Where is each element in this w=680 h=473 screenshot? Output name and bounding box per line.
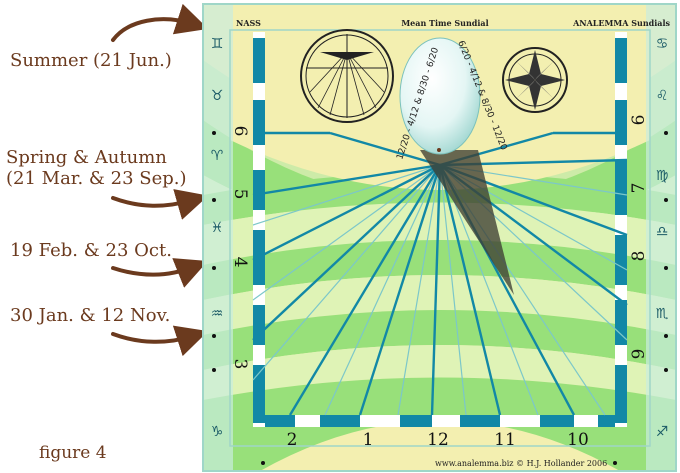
zodiac-signs: ♊ ♉ ♈ ♓ ♒ ♑ ♋ ♌ ♍ ♎ ♏ ♐ — [211, 36, 669, 440]
analemma-egg — [399, 37, 481, 155]
feb-oct-arrow — [111, 258, 208, 288]
hour-numeral-right: 7 — [629, 183, 649, 194]
hour-numerals: 6 5 4 3 6 7 8 9 2 1 12 11 10 — [230, 115, 649, 450]
edge-dot — [212, 334, 216, 338]
hour-line — [288, 164, 442, 416]
side-dots — [212, 131, 668, 465]
zodiac-sign-right: ♋ — [656, 36, 669, 52]
hour-numeral-bottom: 10 — [567, 430, 589, 450]
dial-header-right: ANALEMMA Sundials — [572, 18, 670, 28]
hour-line — [252, 163, 441, 197]
zodiac-sign-right: ♎ — [656, 224, 669, 240]
hour-numeral-right: 8 — [629, 251, 649, 262]
edge-dot — [212, 198, 216, 202]
jan-nov-label: 30 Jan. & 12 Nov. — [10, 305, 171, 326]
zodiac-sign-right: ♍ — [656, 168, 669, 184]
zodiac-sign-right: ♐ — [656, 424, 669, 440]
half-hour-line — [397, 164, 441, 416]
edge-dot — [212, 368, 216, 372]
feb-oct-label: 19 Feb. & 23 Oct. — [10, 240, 172, 261]
half-hour-line — [252, 164, 441, 301]
hour-numeral-left: 6 — [230, 126, 250, 137]
half-hour-line — [439, 164, 539, 416]
hour-numeral-left: 5 — [230, 189, 250, 200]
edge-dot — [664, 334, 668, 338]
band-4 — [203, 275, 676, 335]
hour-line — [252, 163, 441, 262]
dial-credit: www.analemma.biz © H.J. Hollander 2006 — [435, 459, 607, 468]
dial-header-left: NASS — [236, 18, 261, 28]
half-hour-line — [252, 164, 441, 226]
half-hour-line — [252, 164, 441, 381]
equinox-arrow — [111, 189, 209, 220]
figure-label: figure 4 — [39, 443, 107, 463]
edge-dot — [664, 131, 668, 135]
zodiac-sign-left: ♑ — [211, 424, 224, 440]
compass-rose-icon — [502, 47, 568, 113]
equinox-label-line1: Spring & Autumn — [6, 147, 167, 168]
hour-line — [252, 164, 441, 341]
summer-arrow — [111, 3, 209, 42]
hour-numeral-left: 3 — [230, 359, 250, 370]
hour-line — [430, 164, 442, 416]
zodiac-sign-left: ♈ — [211, 148, 224, 164]
hour-numeral-left: 4 — [230, 257, 250, 268]
band-feb-oct — [203, 240, 676, 300]
edge-dot — [261, 461, 265, 465]
zodiac-sign-left: ♊ — [211, 36, 224, 52]
zodiac-sign-left: ♒ — [211, 306, 224, 322]
edge-dot — [613, 461, 617, 465]
hour-line — [358, 164, 442, 416]
zodiac-sign-left: ♉ — [211, 88, 224, 104]
half-hour-line — [439, 164, 467, 416]
hour-numeral-right: 6 — [629, 115, 649, 126]
gnomon-shadow — [420, 150, 514, 295]
band-5 — [203, 345, 676, 400]
edge-dot — [212, 266, 216, 270]
dial-header-center: Mean Time Sundial — [401, 18, 488, 28]
hour-frame — [253, 32, 627, 427]
hour-line — [438, 164, 502, 416]
edge-dot — [212, 131, 216, 135]
hour-numeral-bottom: 12 — [427, 430, 449, 450]
half-hour-line — [324, 164, 441, 416]
hour-numeral-bottom: 1 — [363, 430, 374, 450]
zodiac-sign-right: ♏ — [656, 306, 669, 322]
hour-numeral-bottom: 2 — [287, 430, 298, 450]
band-3 — [203, 202, 676, 265]
edge-dot — [664, 198, 668, 202]
zodiac-sign-left: ♓ — [211, 220, 224, 236]
hour-numeral-bottom: 11 — [494, 430, 516, 450]
band-jan-nov — [203, 310, 676, 370]
mini-sundial-icon — [300, 29, 394, 123]
hour-line — [329, 131, 441, 167]
jan-nov-arrow — [111, 325, 209, 357]
edge-dot — [664, 368, 668, 372]
zodiac-sign-right: ♌ — [656, 88, 669, 104]
equinox-label-line2: (21 Mar. & 23 Sep.) — [6, 168, 187, 189]
hour-numeral-right: 9 — [629, 349, 649, 360]
edge-dot — [664, 266, 668, 270]
summer-label: Summer (21 Jun.) — [10, 50, 172, 71]
